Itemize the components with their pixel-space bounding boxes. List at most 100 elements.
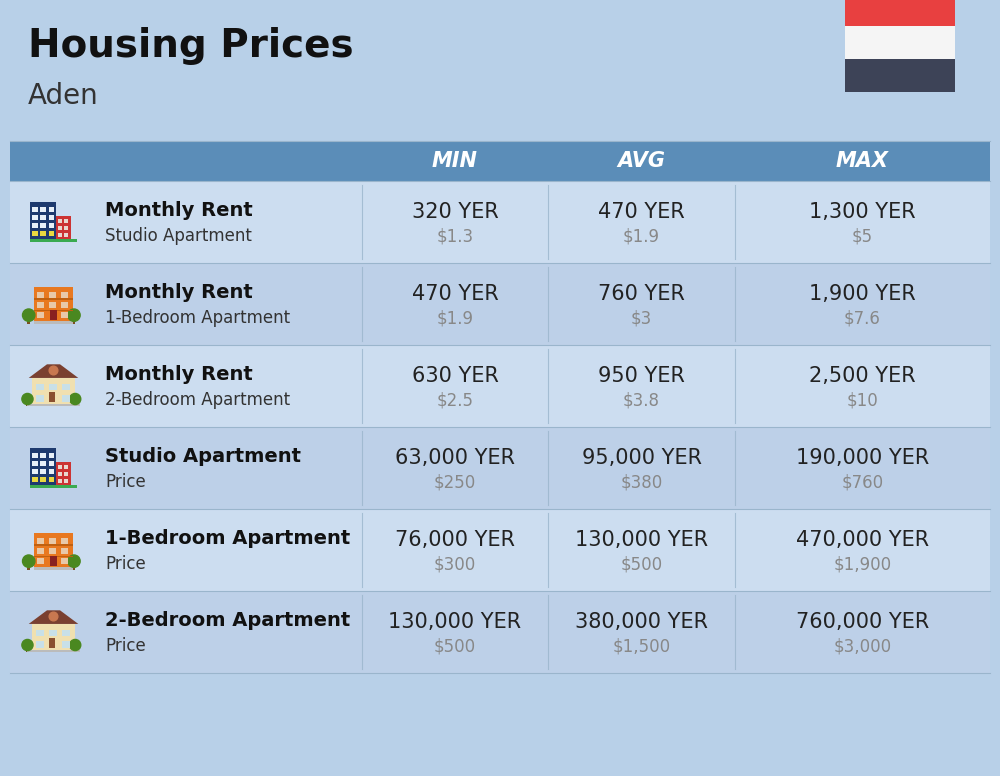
Bar — [40, 477, 46, 482]
Text: $760: $760 — [841, 473, 884, 491]
Text: 320 YER: 320 YER — [412, 202, 498, 222]
Bar — [27, 560, 30, 570]
Bar — [34, 533, 73, 567]
Bar — [50, 310, 57, 320]
Bar — [64, 226, 68, 230]
Bar — [40, 223, 46, 228]
Bar — [34, 287, 73, 321]
Bar — [49, 477, 54, 482]
Bar — [36, 395, 44, 401]
Bar — [32, 207, 38, 212]
Bar — [32, 624, 75, 650]
Text: 95,000 YER: 95,000 YER — [582, 448, 702, 468]
Bar — [49, 223, 54, 228]
Bar — [49, 539, 56, 544]
Bar — [32, 477, 38, 482]
Bar — [34, 310, 73, 311]
Text: 1-Bedroom Apartment: 1-Bedroom Apartment — [105, 528, 350, 548]
Bar — [49, 638, 55, 647]
Bar — [64, 233, 68, 237]
Text: 2-Bedroom Apartment: 2-Bedroom Apartment — [105, 611, 350, 629]
Bar — [37, 293, 44, 298]
Bar — [49, 207, 54, 212]
Text: 190,000 YER: 190,000 YER — [796, 448, 929, 468]
Text: Studio Apartment: Studio Apartment — [105, 446, 301, 466]
Bar — [30, 203, 56, 239]
Bar — [49, 453, 54, 458]
Circle shape — [68, 309, 80, 321]
Text: $250: $250 — [434, 473, 476, 491]
Bar — [49, 461, 54, 466]
Text: 950 YER: 950 YER — [598, 366, 685, 386]
Bar — [10, 509, 990, 591]
Circle shape — [68, 555, 80, 567]
Text: $1.3: $1.3 — [436, 227, 474, 245]
Bar — [27, 314, 30, 324]
Bar — [74, 644, 76, 652]
Bar — [64, 479, 68, 483]
Bar — [40, 453, 46, 458]
Bar — [34, 299, 73, 300]
Text: Housing Prices: Housing Prices — [28, 27, 354, 65]
Bar — [49, 548, 56, 554]
Bar — [32, 215, 38, 220]
Bar — [58, 472, 62, 476]
Bar — [30, 485, 77, 488]
Text: 1-Bedroom Apartment: 1-Bedroom Apartment — [105, 309, 290, 327]
Bar — [62, 641, 70, 647]
Bar — [61, 302, 68, 308]
Bar — [30, 449, 56, 485]
Bar — [74, 398, 76, 406]
Bar — [62, 395, 70, 401]
Text: 63,000 YER: 63,000 YER — [395, 448, 515, 468]
Text: $1.9: $1.9 — [436, 309, 474, 327]
Text: 470 YER: 470 YER — [598, 202, 685, 222]
Text: 760 YER: 760 YER — [598, 284, 685, 304]
Text: $500: $500 — [620, 555, 663, 573]
Bar — [32, 231, 38, 236]
Bar — [49, 231, 54, 236]
Bar — [32, 453, 38, 458]
Bar — [58, 465, 62, 469]
Bar — [49, 302, 56, 308]
Bar — [49, 293, 56, 298]
Text: MIN: MIN — [432, 151, 478, 171]
Bar — [40, 215, 46, 220]
Polygon shape — [29, 610, 78, 624]
Bar — [845, 26, 955, 59]
Bar — [40, 461, 46, 466]
Bar — [10, 427, 990, 509]
Bar — [58, 226, 62, 230]
Text: 130,000 YER: 130,000 YER — [575, 530, 708, 550]
Text: $300: $300 — [434, 555, 476, 573]
Text: Price: Price — [105, 555, 146, 573]
Bar — [58, 233, 62, 237]
Bar — [37, 312, 44, 317]
Text: Price: Price — [105, 637, 146, 655]
Text: Studio Apartment: Studio Apartment — [105, 227, 252, 245]
Bar — [26, 398, 29, 406]
Bar — [40, 469, 46, 474]
Bar — [62, 383, 70, 390]
Text: Price: Price — [105, 473, 146, 491]
Text: $10: $10 — [847, 391, 878, 409]
Bar — [37, 302, 44, 308]
Bar — [40, 207, 46, 212]
Text: 1,900 YER: 1,900 YER — [809, 284, 916, 304]
Text: $500: $500 — [434, 637, 476, 655]
Text: Monthly Rent: Monthly Rent — [105, 282, 253, 302]
Polygon shape — [29, 364, 78, 378]
Bar — [49, 629, 57, 636]
Bar — [10, 345, 990, 427]
Circle shape — [22, 393, 33, 404]
Text: $1,900: $1,900 — [833, 555, 892, 573]
Text: $3: $3 — [631, 309, 652, 327]
Circle shape — [22, 555, 35, 567]
Bar — [49, 469, 54, 474]
Bar — [32, 461, 38, 466]
Bar — [49, 392, 55, 401]
Bar — [61, 548, 68, 554]
Text: $380: $380 — [620, 473, 663, 491]
Bar — [37, 539, 44, 544]
Bar — [36, 383, 44, 390]
